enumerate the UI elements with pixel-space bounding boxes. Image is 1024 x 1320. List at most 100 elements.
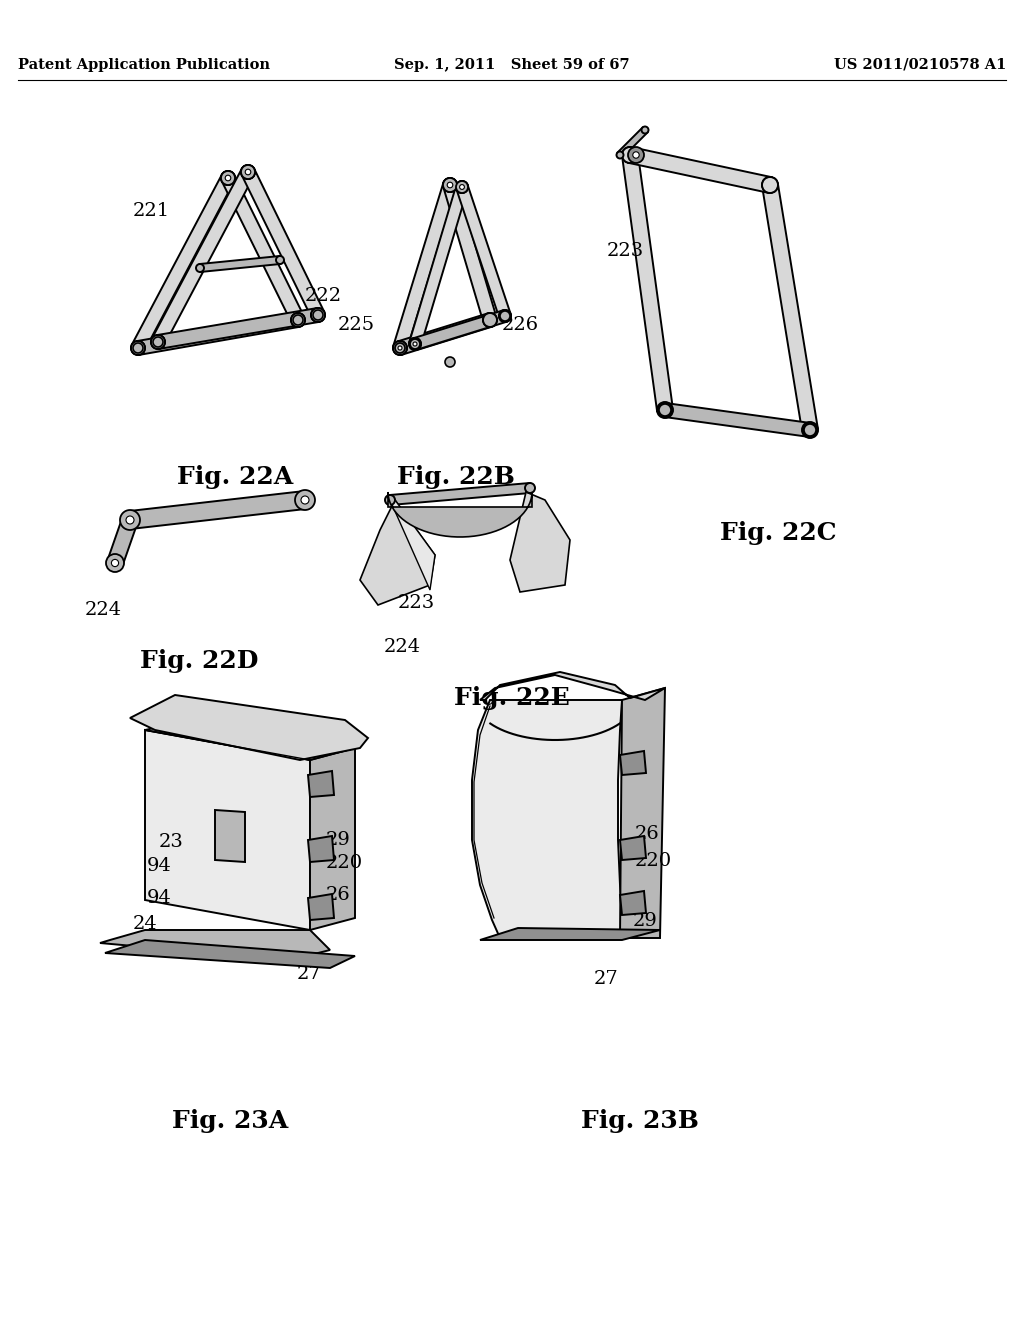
- Circle shape: [443, 178, 457, 191]
- Polygon shape: [222, 176, 304, 323]
- Polygon shape: [100, 931, 330, 960]
- Text: 223: 223: [606, 242, 643, 260]
- Circle shape: [311, 308, 325, 322]
- Circle shape: [133, 343, 143, 352]
- Circle shape: [120, 510, 140, 531]
- Polygon shape: [443, 183, 497, 322]
- Polygon shape: [310, 748, 355, 931]
- Circle shape: [500, 312, 510, 321]
- Polygon shape: [629, 147, 772, 193]
- Circle shape: [641, 127, 648, 133]
- Circle shape: [301, 496, 309, 504]
- Circle shape: [659, 404, 671, 416]
- Polygon shape: [617, 128, 647, 157]
- Text: 220: 220: [635, 851, 672, 870]
- Circle shape: [525, 483, 535, 492]
- Text: Fig. 22C: Fig. 22C: [720, 521, 837, 545]
- Circle shape: [456, 181, 468, 193]
- Circle shape: [633, 152, 639, 158]
- Polygon shape: [105, 940, 355, 968]
- Polygon shape: [145, 730, 310, 931]
- Circle shape: [628, 147, 644, 162]
- Text: Fig. 22D: Fig. 22D: [140, 649, 259, 673]
- Circle shape: [122, 512, 138, 528]
- Polygon shape: [157, 308, 319, 348]
- Circle shape: [409, 338, 421, 350]
- Text: 94: 94: [146, 888, 171, 907]
- Circle shape: [762, 177, 778, 193]
- Circle shape: [126, 516, 134, 524]
- Circle shape: [803, 422, 817, 437]
- Text: Sep. 1, 2011   Sheet 59 of 67: Sep. 1, 2011 Sheet 59 of 67: [394, 58, 630, 73]
- Circle shape: [221, 172, 234, 185]
- Circle shape: [456, 181, 468, 193]
- Circle shape: [447, 182, 453, 187]
- Polygon shape: [472, 700, 622, 939]
- Circle shape: [276, 256, 284, 264]
- Circle shape: [398, 346, 402, 350]
- Circle shape: [622, 147, 638, 162]
- Circle shape: [393, 341, 407, 355]
- Circle shape: [245, 169, 251, 174]
- Text: 24: 24: [133, 915, 158, 933]
- Circle shape: [291, 313, 305, 327]
- Polygon shape: [398, 313, 493, 355]
- Text: Fig. 22B: Fig. 22B: [396, 465, 515, 488]
- Polygon shape: [457, 185, 511, 318]
- Circle shape: [460, 185, 465, 189]
- Circle shape: [456, 181, 468, 193]
- Circle shape: [291, 313, 305, 327]
- Polygon shape: [389, 483, 530, 506]
- Polygon shape: [480, 928, 660, 940]
- Circle shape: [499, 310, 511, 322]
- Text: 29: 29: [633, 912, 657, 931]
- Circle shape: [131, 341, 145, 355]
- Polygon shape: [129, 491, 306, 529]
- Circle shape: [153, 337, 163, 347]
- Circle shape: [393, 341, 407, 355]
- Polygon shape: [510, 492, 570, 591]
- Polygon shape: [242, 169, 325, 318]
- Polygon shape: [388, 492, 532, 537]
- Circle shape: [445, 356, 455, 367]
- Text: 29: 29: [326, 830, 350, 849]
- Circle shape: [225, 176, 230, 181]
- Text: 94: 94: [146, 857, 171, 875]
- Polygon shape: [215, 810, 245, 862]
- Polygon shape: [308, 894, 334, 920]
- Polygon shape: [620, 891, 646, 915]
- Circle shape: [241, 165, 255, 180]
- Text: Patent Application Publication: Patent Application Publication: [18, 58, 270, 73]
- Text: US 2011/0210578 A1: US 2011/0210578 A1: [834, 58, 1006, 73]
- Polygon shape: [200, 256, 281, 272]
- Circle shape: [296, 491, 314, 510]
- Polygon shape: [108, 517, 137, 566]
- Polygon shape: [622, 154, 673, 411]
- Circle shape: [106, 554, 123, 572]
- Circle shape: [657, 403, 673, 418]
- Text: Fig. 22E: Fig. 22E: [454, 686, 570, 710]
- Text: 27: 27: [594, 970, 618, 989]
- Text: Fig. 22A: Fig. 22A: [177, 465, 294, 488]
- Text: 26: 26: [635, 825, 659, 843]
- Text: 222: 222: [305, 286, 342, 305]
- Circle shape: [221, 172, 234, 185]
- Circle shape: [241, 165, 255, 180]
- Circle shape: [131, 341, 145, 355]
- Polygon shape: [620, 751, 646, 775]
- Polygon shape: [414, 310, 507, 350]
- Text: 221: 221: [133, 202, 170, 220]
- Circle shape: [443, 178, 457, 191]
- Circle shape: [483, 313, 497, 327]
- Polygon shape: [308, 771, 334, 797]
- Polygon shape: [393, 183, 457, 350]
- Text: 27: 27: [297, 965, 322, 983]
- Circle shape: [616, 152, 624, 158]
- Circle shape: [409, 338, 421, 350]
- Polygon shape: [480, 672, 665, 700]
- Polygon shape: [137, 313, 299, 355]
- Circle shape: [221, 172, 234, 185]
- Circle shape: [151, 335, 165, 348]
- Circle shape: [483, 313, 497, 327]
- Polygon shape: [130, 696, 368, 760]
